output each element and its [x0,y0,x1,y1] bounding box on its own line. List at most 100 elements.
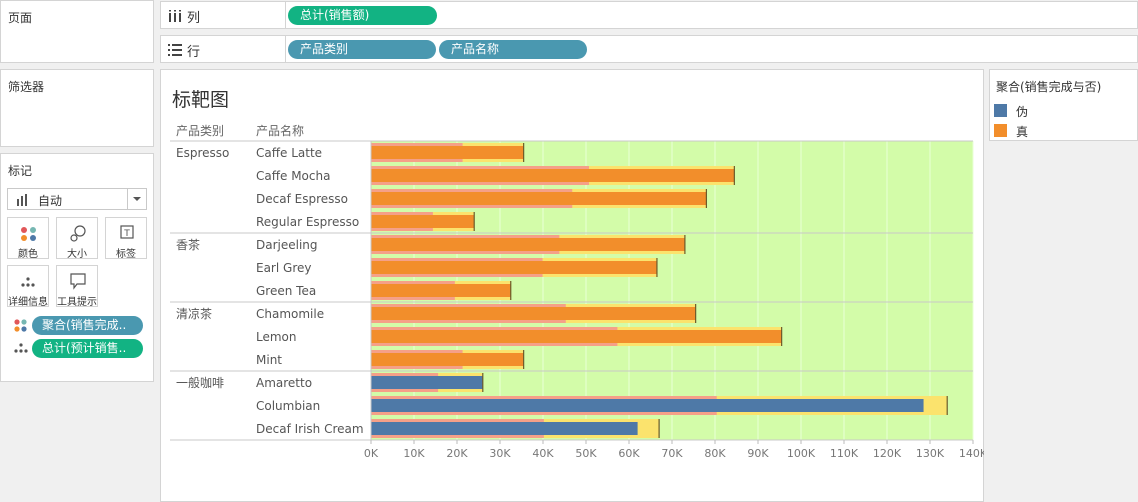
detail-icon [14,343,28,353]
sales-bar [371,146,524,159]
tooltip-icon [70,273,86,290]
x-tick-label: 130K [916,447,945,460]
category-label: 一般咖啡 [176,375,224,390]
filters-panel-title: 筛选器 [8,80,45,94]
category-label: 香茶 [176,237,200,252]
sales-bar [371,399,924,412]
size-button-label: 大小 [67,249,87,260]
sales-bar [371,169,735,182]
x-tick-label: 140K [959,447,984,460]
color-field-pill[interactable]: 聚合(销售完成.. [32,316,143,335]
color-dots-icon [21,227,36,241]
color-button[interactable]: 颜色 [7,217,49,260]
rows-pill-name[interactable]: 产品名称 [439,40,587,59]
product-name-label: Decaf Espresso [256,192,348,206]
rows-icon [168,44,182,56]
product-name-label: Decaf Irish Cream [256,422,364,436]
sales-bar [371,215,475,228]
product-name-label: Lemon [256,330,297,344]
legend-swatch [994,104,1007,117]
columns-shelf[interactable]: 列 总计(销售额) [160,1,1138,29]
product-name-label: Regular Espresso [256,215,359,229]
chart-title: 标靶图 [172,89,229,111]
columns-pill-sales[interactable]: 总计(销售额) [288,6,437,25]
product-name-label: Darjeeling [256,238,318,252]
label-button-label: 标签 [116,249,136,260]
sales-bar [371,330,782,343]
rows-pill-category-label: 产品类别 [300,42,349,56]
x-tick-label: 80K [704,447,726,460]
label-button[interactable]: T 标签 [105,217,147,260]
detail-icon [21,277,35,287]
mark-type-value: 自动 [38,194,63,208]
x-tick-label: 50K [575,447,597,460]
rows-pill-category[interactable]: 产品类别 [288,40,436,59]
x-tick-label: 20K [446,447,468,460]
category-label: Espresso [176,146,229,160]
x-tick-label: 30K [489,447,511,460]
legend-item-label: 伪 [1016,105,1029,119]
product-name-label: Amaretto [256,376,312,390]
sales-bar [371,261,657,274]
x-tick-label: 60K [618,447,640,460]
category-label: 清凉茶 [176,306,212,321]
detail-field-pill[interactable]: 总计(预计销售.. [32,339,143,358]
x-tick-label: 40K [532,447,554,460]
pages-panel[interactable]: 页面 [0,0,154,63]
size-button[interactable]: 大小 [56,217,98,260]
tooltip-button-label: 工具提示 [57,297,97,308]
x-tick-label: 90K [747,447,769,460]
x-tick-label: 10K [403,447,425,460]
shelf-divider [285,2,286,28]
rows-pill-name-label: 产品名称 [451,42,500,56]
marks-panel-title: 标记 [8,164,33,178]
product-name-label: Caffe Mocha [256,169,330,183]
sales-bar [371,238,685,251]
x-tick-label: 0K [364,447,379,460]
rows-shelf[interactable]: 行 产品类别 产品名称 [160,35,1138,63]
bar-chart-icon [17,194,27,206]
x-tick-label: 110K [830,447,859,460]
columns-pill-label: 总计(销售额) [300,8,370,22]
columns-shelf-label: 列 [187,11,201,26]
product-name-label: Caffe Latte [256,146,322,160]
sales-bar [371,422,638,435]
legend-panel: 聚合(销售完成与否) 伪 真 [989,69,1138,141]
product-name-label: Columbian [256,399,320,413]
product-name-label: Chamomile [256,307,324,321]
bullet-chart: 标靶图 产品类别 产品名称 Espresso Caffe Latte Caffe M… [170,89,984,460]
mark-type-dropdown[interactable]: 自动 [7,188,147,210]
x-tick-label: 70K [661,447,683,460]
legend-title: 聚合(销售完成与否) [996,80,1102,94]
chevron-down-icon[interactable] [127,189,146,209]
product-name-label: Earl Grey [256,261,311,275]
size-icon [70,225,86,242]
label-icon: T [120,225,134,239]
legend-swatch [994,124,1007,137]
x-tick-label: 100K [787,447,816,460]
rows-shelf-label: 行 [187,45,201,60]
detail-button-label: 详细信息 [8,297,48,308]
detail-button[interactable]: 详细信息 [7,265,49,308]
columns-icon [169,10,181,22]
color-field-label: 聚合(销售完成.. [42,318,127,332]
shelf-divider [285,36,286,62]
header-name: 产品名称 [256,123,304,138]
sales-bar [371,284,511,297]
product-name-label: Green Tea [256,284,316,298]
sales-bar [371,353,524,366]
header-category: 产品类别 [176,124,224,138]
detail-field-label: 总计(预计销售.. [42,341,127,355]
pages-panel-title: 页面 [8,11,33,25]
sales-bar [371,307,696,320]
sales-bar [371,192,707,205]
color-button-label: 颜色 [18,249,38,260]
svg-text:T: T [123,229,130,239]
product-name-label: Mint [256,353,282,367]
sales-bar [371,376,483,389]
filters-panel[interactable]: 筛选器 [0,69,154,147]
tooltip-button[interactable]: 工具提示 [56,265,98,308]
legend-item-label: 真 [1016,125,1029,139]
x-tick-label: 120K [873,447,902,460]
color-dots-icon [14,319,27,332]
